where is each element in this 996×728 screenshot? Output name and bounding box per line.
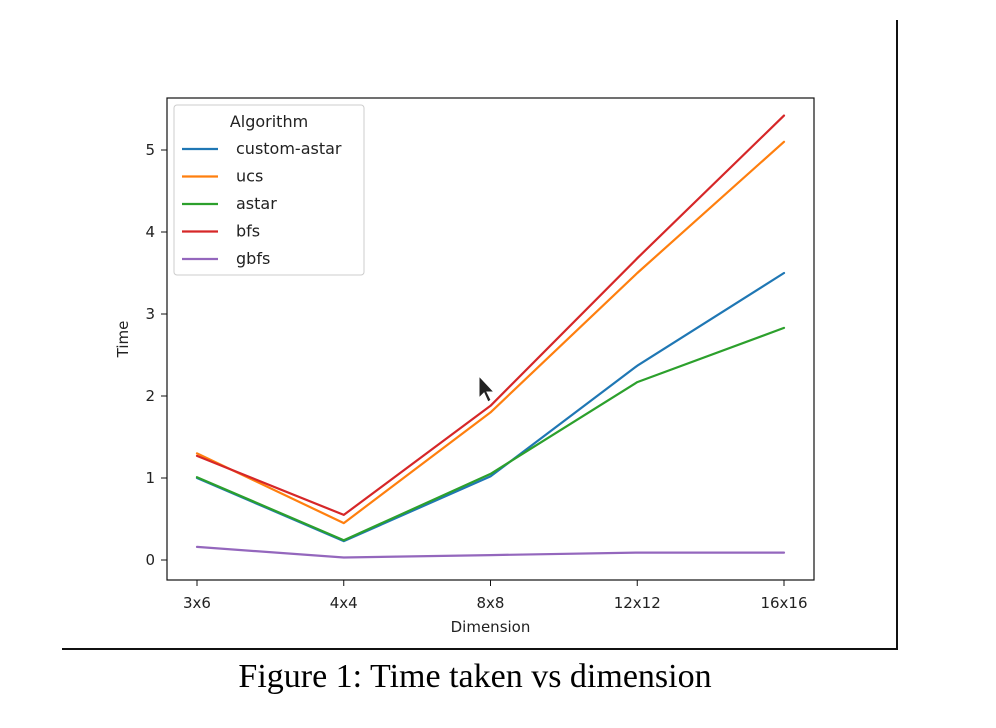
- y-tick-label: 3: [145, 305, 155, 323]
- series-line-bfs: [195, 114, 786, 517]
- legend-label-astar: astar: [236, 194, 277, 213]
- cursor-layer: [478, 374, 496, 403]
- y-axis-title: Time: [114, 321, 132, 359]
- page-bottom-rule: [62, 648, 898, 650]
- x-tick-label: 8x8: [477, 594, 505, 612]
- x-tick-label: 12x12: [614, 594, 661, 612]
- x-axis-title: Dimension: [451, 618, 531, 636]
- y-tick-label: 1: [145, 469, 155, 487]
- y-tick-label: 4: [145, 223, 155, 241]
- legend-label-gbfs: gbfs: [236, 249, 270, 268]
- page-right-rule: [896, 20, 898, 650]
- y-tick-label: 2: [145, 387, 155, 405]
- legend-label-bfs: bfs: [236, 222, 260, 241]
- legend: Algorithm custom-astar ucs astar bfs gbfs: [173, 104, 365, 276]
- series-line-astar: [195, 326, 786, 542]
- mouse-pointer-icon: [478, 374, 496, 403]
- x-tick-label: 3x6: [183, 594, 211, 612]
- legend-label-custom-astar: custom-astar: [236, 139, 342, 158]
- series-line-gbfs: [195, 545, 786, 559]
- legend-label-ucs: ucs: [236, 167, 263, 186]
- legend-title: Algorithm: [230, 112, 308, 131]
- legend-box: [173, 104, 365, 276]
- figure-caption: Figure 1: Time taken vs dimension: [238, 658, 712, 695]
- series-line-ucs: [195, 140, 786, 525]
- x-tick-label: 4x4: [330, 594, 358, 612]
- y-tick-label: 5: [145, 141, 155, 159]
- x-tick-label: 16x16: [760, 594, 807, 612]
- y-tick-label: 0: [145, 551, 155, 569]
